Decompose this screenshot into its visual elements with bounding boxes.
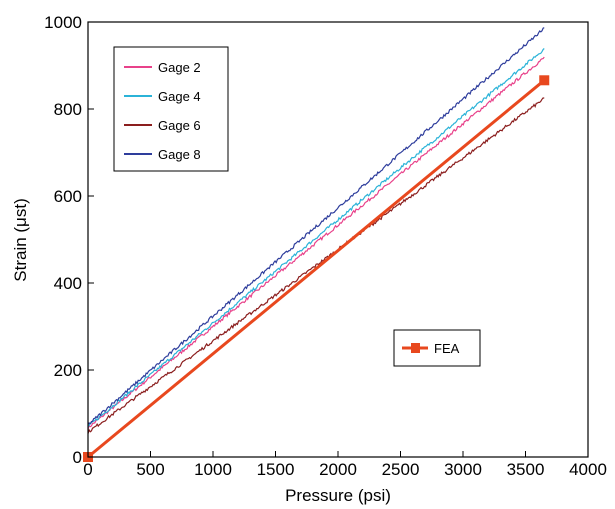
fea-point	[539, 75, 550, 86]
y-tick-label: 600	[54, 187, 82, 206]
x-tick-label: 1000	[194, 460, 232, 479]
y-tick-label: 400	[54, 274, 82, 293]
series-line-gage-8	[87, 27, 545, 425]
x-tick-label: 3000	[444, 460, 482, 479]
legend-label-gage-6: Gage 6	[158, 118, 201, 133]
legend-label-gage-2: Gage 2	[158, 60, 201, 75]
legend-label-gage-4: Gage 4	[158, 89, 201, 104]
x-tick-label: 3500	[507, 460, 545, 479]
y-tick-label: 0	[73, 448, 82, 467]
series-line-gage-4	[87, 48, 545, 428]
ticks-layer: 0 500 1000 1500 2000 2500 3000 3500 4000 0 200 400 6…	[44, 13, 607, 479]
y-tick-label: 1000	[44, 13, 82, 32]
x-tick-label: 2000	[319, 460, 357, 479]
x-tick-label: 500	[136, 460, 164, 479]
legend-label-gage-8: Gage 8	[158, 147, 201, 162]
y-tick-label: 800	[54, 100, 82, 119]
series-line-gage-6	[87, 97, 545, 434]
x-tick-label: 0	[83, 460, 92, 479]
fea-legend: FEA	[393, 329, 481, 367]
series-legend: Gage 2 Gage 4 Gage 6 Gage 8	[113, 46, 229, 172]
y-tick-label: 200	[54, 361, 82, 380]
fea-line	[87, 79, 546, 459]
series-line-gage-2	[87, 56, 545, 430]
y-axis-title: Strain (μst)	[11, 198, 30, 281]
x-tick-label: 2500	[382, 460, 420, 479]
x-tick-label: 4000	[569, 460, 607, 479]
x-tick-label: 1500	[257, 460, 295, 479]
x-axis-title: Pressure (psi)	[285, 486, 391, 505]
fea-legend-marker	[411, 343, 420, 353]
fea-legend-label: FEA	[434, 341, 460, 356]
